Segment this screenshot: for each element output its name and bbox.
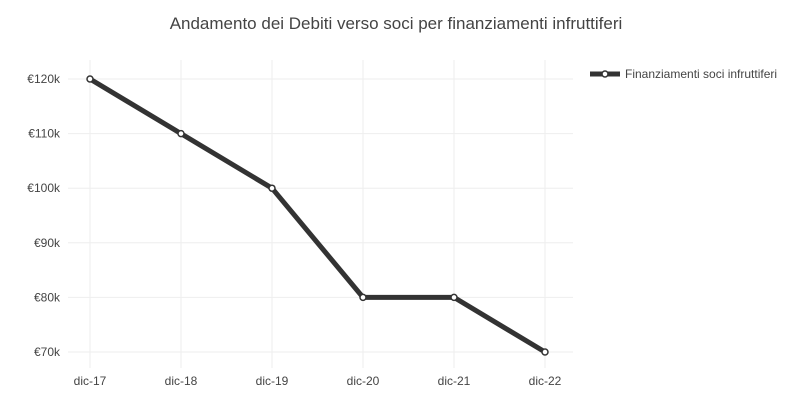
legend-marker <box>601 70 609 78</box>
series-layer <box>86 75 549 356</box>
y-tick-label: €110k <box>28 127 61 141</box>
y-tick-label: €100k <box>27 181 61 195</box>
legend-label[interactable]: Finanziamenti soci infruttiferi <box>625 67 777 81</box>
x-tick-label: dic-20 <box>347 374 380 388</box>
x-tick-label: dic-18 <box>165 374 198 388</box>
x-tick-label: dic-21 <box>438 374 471 388</box>
data-point[interactable] <box>541 348 549 356</box>
data-point[interactable] <box>359 293 367 302</box>
data-point[interactable] <box>177 129 185 138</box>
x-tick-label: dic-19 <box>256 374 289 388</box>
y-tick-label: €120k <box>27 72 61 86</box>
legend[interactable]: Finanziamenti soci infruttiferi <box>590 67 777 81</box>
y-tick-label: €70k <box>34 345 61 359</box>
series-line <box>87 76 548 355</box>
data-point[interactable] <box>450 293 458 302</box>
y-tick-label: €80k <box>34 290 61 304</box>
y-tick-label: €90k <box>34 236 61 250</box>
data-point[interactable] <box>268 184 276 192</box>
axis-layer: dic-17 dic-18 dic-19 dic-20 dic-21 dic-22 €70k… <box>27 72 561 388</box>
x-tick-label: dic-22 <box>529 374 562 388</box>
chart-title: Andamento dei Debiti verso soci per fina… <box>170 14 623 33</box>
x-tick-label: dic-17 <box>74 374 107 388</box>
data-point[interactable] <box>86 75 94 83</box>
